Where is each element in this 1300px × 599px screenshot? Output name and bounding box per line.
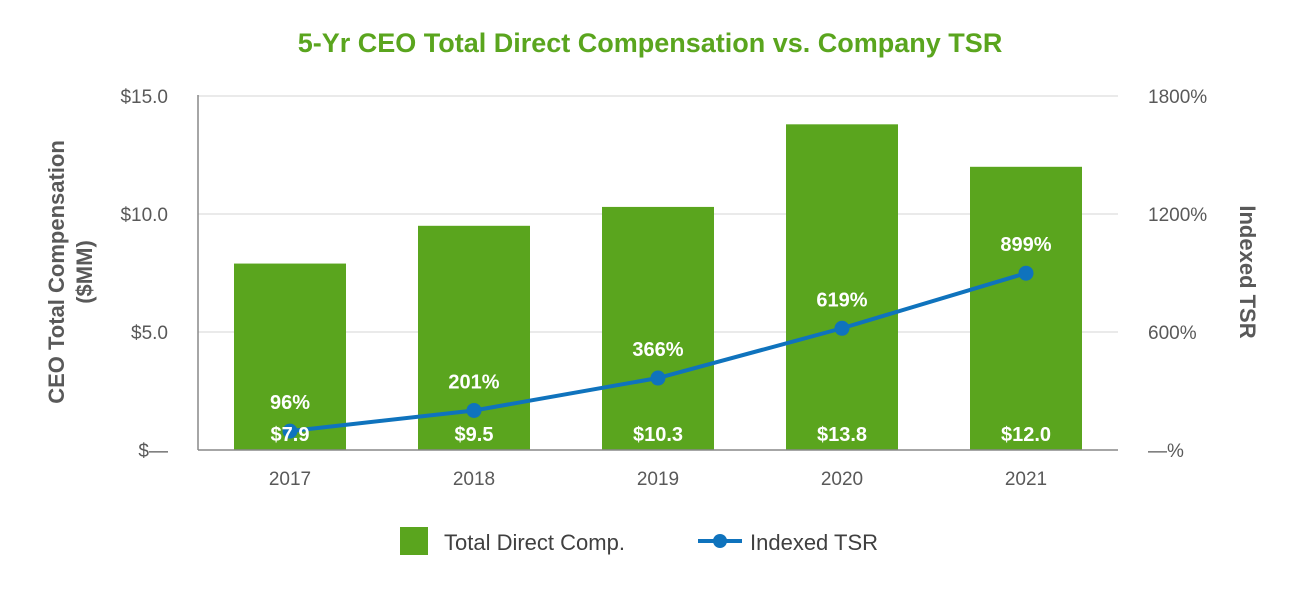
legend-label-line: Indexed TSR	[750, 530, 878, 555]
right-tick-label: —%	[1148, 441, 1184, 462]
bar	[970, 166, 1082, 451]
bar-data-label: $13.8	[817, 424, 867, 446]
chart-title: 5-Yr CEO Total Direct Compensation vs. C…	[298, 28, 1003, 58]
right-tick-label: 600%	[1148, 323, 1197, 344]
tsr-data-label: 366%	[632, 339, 683, 361]
left-tick-label: $—	[138, 441, 168, 462]
tsr-marker	[650, 370, 666, 386]
right-tick-label: 1200%	[1148, 205, 1207, 226]
legend-label-bar: Total Direct Comp.	[444, 530, 625, 555]
legend-swatch-marker	[713, 534, 727, 548]
tsr-data-label: 201%	[448, 371, 499, 393]
right-tick-label: 1800%	[1148, 87, 1207, 108]
tsr-data-label: 899%	[1000, 234, 1051, 256]
x-tick-label: 2021	[1005, 469, 1047, 490]
legend-swatch-bar	[400, 527, 428, 555]
left-tick-label: $5.0	[131, 323, 168, 344]
x-tick-label: 2018	[453, 469, 495, 490]
left-axis-title: CEO Total Compensation ($MM)	[44, 140, 97, 404]
tsr-marker	[834, 320, 850, 336]
tsr-marker	[1018, 265, 1034, 281]
bar-data-label: $12.0	[1001, 424, 1051, 446]
x-tick-label: 2020	[821, 469, 863, 490]
x-tick-label: 2019	[637, 469, 679, 490]
left-tick-label: $15.0	[120, 87, 168, 108]
left-tick-label: $10.0	[120, 205, 168, 226]
legend: Total Direct Comp. Indexed TSR	[400, 527, 878, 555]
bar	[234, 263, 346, 450]
tsr-marker	[466, 402, 482, 418]
tsr-data-label: 96%	[270, 392, 310, 414]
bar-data-label: $10.3	[633, 424, 683, 446]
bar	[602, 206, 714, 450]
tsr-data-label: 619%	[816, 289, 867, 311]
right-axis-title: Indexed TSR	[1235, 205, 1260, 338]
bar	[786, 124, 898, 450]
tsr-marker	[282, 423, 298, 439]
bar-data-label: $7.9	[271, 424, 310, 446]
x-tick-label: 2017	[269, 469, 311, 490]
bar-data-label: $9.5	[455, 424, 494, 446]
